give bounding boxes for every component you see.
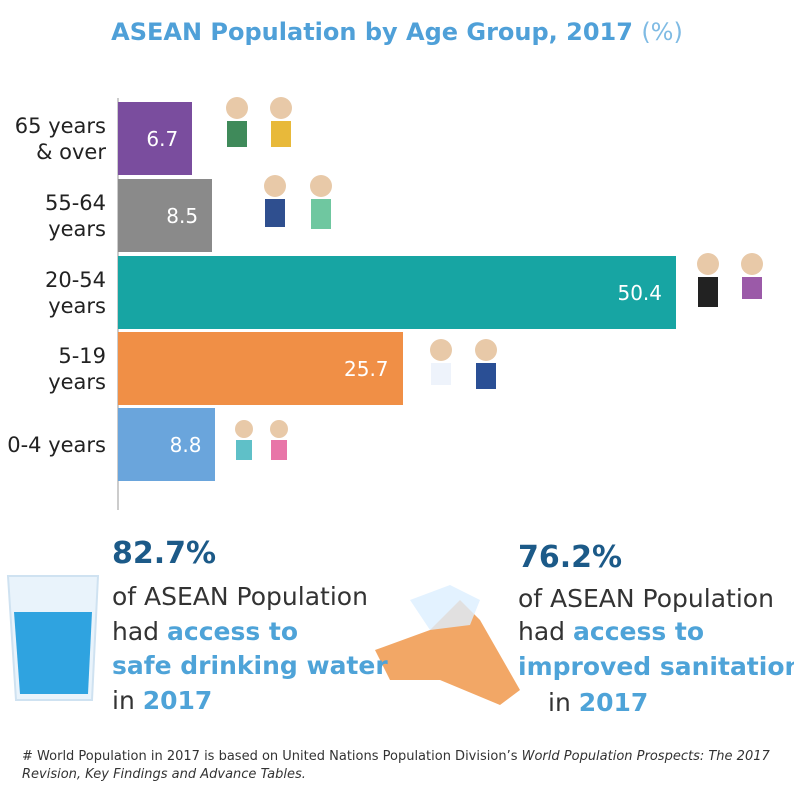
footnote: # World Population in 2017 is based on U…: [22, 748, 782, 784]
stat-line: had access to: [518, 617, 704, 646]
value-label: 6.7: [146, 126, 179, 151]
stat-line: in 2017: [548, 688, 648, 717]
stat-text: in: [548, 688, 571, 717]
footnote-source: World Population Prospects: The 2017 Rev…: [22, 749, 770, 782]
category-label: 0-4 years: [7, 432, 106, 457]
stat-figure: 82.7%: [112, 536, 217, 571]
category-label: 5-19 years: [48, 343, 106, 394]
stat-highlight: access to: [573, 617, 705, 646]
stat-text: had: [112, 617, 160, 646]
stat-line: of ASEAN Population: [518, 584, 774, 613]
bar: [118, 332, 403, 405]
stat-line: had access to: [112, 617, 298, 646]
value-label: 50.4: [617, 280, 662, 305]
category-label: 20-54 years: [44, 267, 106, 318]
stat-text: of ASEAN Population: [518, 584, 774, 613]
unit: (%): [641, 18, 683, 46]
value-label: 8.5: [166, 203, 199, 228]
stat-highlight: 2017: [578, 688, 649, 717]
bar: [118, 256, 676, 329]
stat-line: of ASEAN Population: [112, 582, 368, 611]
stat-line: in 2017: [112, 686, 212, 715]
bar: [118, 102, 193, 175]
stat-highlight: 2017: [142, 686, 213, 715]
stat-figure: 76.2%: [518, 540, 623, 575]
value-label: 8.8: [169, 432, 202, 457]
value-label: 25.7: [344, 356, 389, 381]
stat-highlight: improved sanitation: [518, 652, 794, 681]
title-wrap: ASEAN Population by Age Group, 2017 (%): [0, 18, 794, 46]
stat-text: had: [518, 617, 566, 646]
category-label: 55-64 years: [44, 190, 106, 241]
stat-highlight: safe drinking water: [112, 651, 388, 680]
stat-line: improved sanitation: [518, 652, 794, 681]
footnote-text: World Population in 2017 is based on Uni…: [37, 749, 518, 764]
stat-highlight: access to: [167, 617, 299, 646]
stat-text: of ASEAN Population: [112, 582, 368, 611]
chart-title: ASEAN Population by Age Group, 2017: [111, 18, 633, 46]
stat-text: in: [112, 686, 135, 715]
bar: [118, 408, 216, 481]
category-label: 65 years & over: [14, 113, 106, 164]
footnote-marker: #: [22, 749, 33, 764]
stat-line: safe drinking water: [112, 651, 388, 680]
bar: [118, 179, 213, 252]
